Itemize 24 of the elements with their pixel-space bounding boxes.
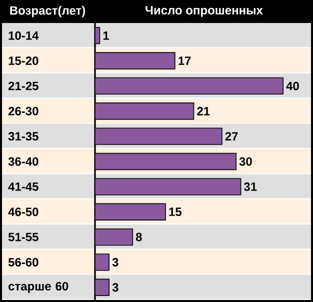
data-label: 8 xyxy=(136,232,142,242)
data-label: 21 xyxy=(197,106,210,116)
data-label: 27 xyxy=(225,132,238,140)
y-tick-label: 41-45 xyxy=(8,182,38,191)
data-label: 3 xyxy=(112,283,118,292)
y-tick-label: 46-50 xyxy=(8,208,38,216)
y-axis-title: Возраст(лет) xyxy=(10,6,86,18)
y-tick-label: 21-25 xyxy=(8,82,38,90)
y-tick-label: 10-14 xyxy=(8,31,39,40)
y-tick-label: 56-60 xyxy=(8,258,38,266)
data-label: 31 xyxy=(244,182,257,191)
y-tick-label: 15-20 xyxy=(8,56,38,66)
data-label: 3 xyxy=(112,258,118,266)
data-label: 15 xyxy=(169,208,182,216)
y-tick-label: старше 60 xyxy=(8,282,68,293)
data-label: 1 xyxy=(103,31,109,40)
y-tick-label: 26-30 xyxy=(8,106,38,116)
y-tick-label: 31-35 xyxy=(8,132,38,141)
y-tick-label: 36-40 xyxy=(8,157,38,166)
x-axis-title: Число опрошенных xyxy=(146,6,263,17)
data-label: 40 xyxy=(286,82,299,90)
y-tick-label: 51-55 xyxy=(8,232,38,242)
data-label: 30 xyxy=(239,157,252,166)
data-label: 17 xyxy=(178,56,191,65)
